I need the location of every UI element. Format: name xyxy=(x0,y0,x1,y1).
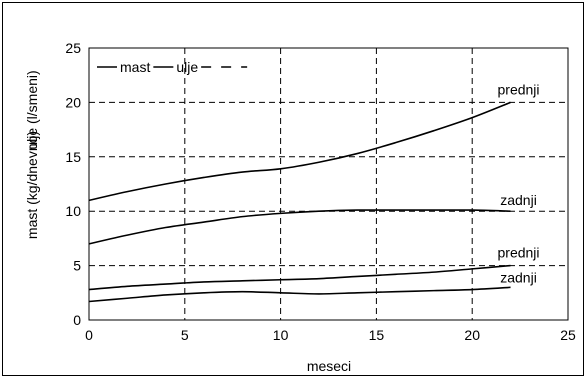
legend: mast ulje xyxy=(97,59,248,75)
x-tick-label: 25 xyxy=(560,327,576,343)
series-label-3: prednji xyxy=(498,245,540,261)
y-tick-label: 5 xyxy=(73,258,81,274)
y-axis-label-inner: ulje (l/smeni) xyxy=(24,70,40,149)
x-tick-label: 15 xyxy=(369,327,385,343)
legend-label-2: ulje xyxy=(176,59,198,75)
y-tick-label: 0 xyxy=(73,312,81,328)
x-tick-label: 5 xyxy=(181,327,189,343)
series-line-3 xyxy=(88,264,511,291)
x-tick-label: 20 xyxy=(464,327,480,343)
series-line-4 xyxy=(88,286,511,303)
y-tick-labels: 0 5 10 15 20 25 xyxy=(65,40,81,328)
plot-area xyxy=(88,47,569,321)
x-axis-label: meseci xyxy=(307,358,351,374)
series-label-1: prednji xyxy=(498,81,540,97)
y-tick-label: 15 xyxy=(65,149,81,165)
x-tick-label: 0 xyxy=(85,327,93,343)
plot-border xyxy=(88,47,569,321)
series-label-2: zadnji xyxy=(500,192,537,208)
series-line-2 xyxy=(88,209,511,245)
x-tick-label: 10 xyxy=(273,327,289,343)
legend-label-1: mast xyxy=(120,59,150,75)
series-labels: prednji zadnji prednji zadnji xyxy=(498,81,540,285)
y-axis-label-outer: mast (kg/dnevno) xyxy=(24,131,40,239)
grid xyxy=(89,48,568,320)
y-tick-label: 10 xyxy=(65,203,81,219)
series-line-1 xyxy=(88,101,511,202)
series-label-4: zadnji xyxy=(500,269,537,285)
y-tick-label: 20 xyxy=(65,94,81,110)
series-lines xyxy=(88,101,511,303)
y-tick-label: 25 xyxy=(65,40,81,56)
x-tick-labels: 0 5 10 15 20 25 xyxy=(85,327,576,343)
chart-frame xyxy=(2,2,584,376)
